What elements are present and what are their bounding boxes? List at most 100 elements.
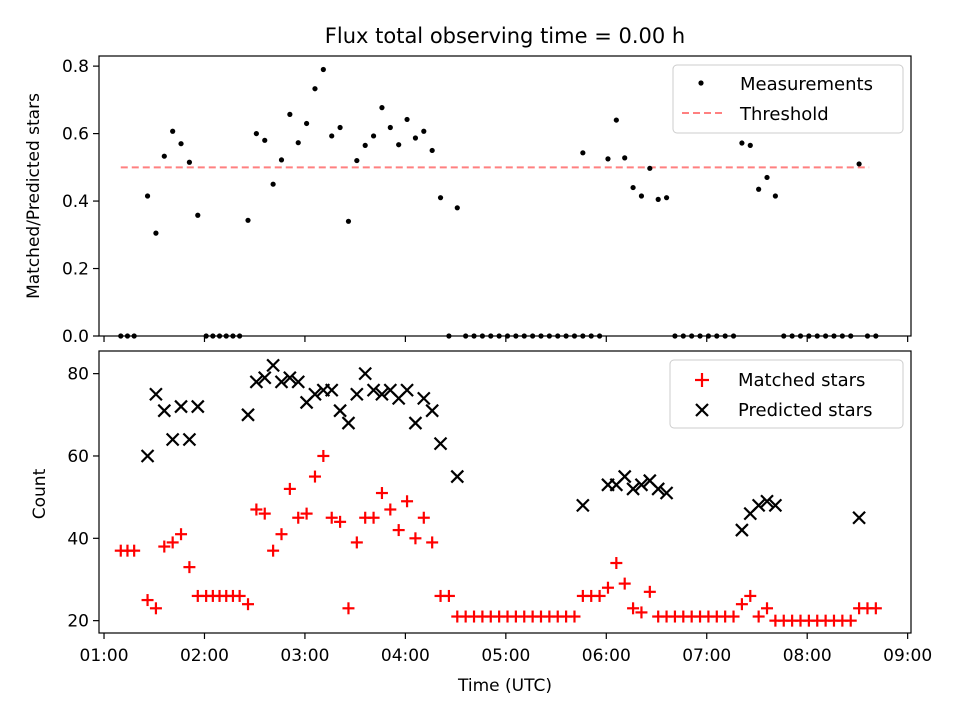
matched-star-point	[300, 507, 313, 520]
matched-star-point	[426, 536, 439, 549]
predicted-star-point	[324, 383, 339, 397]
top-ytick-label: 0.2	[62, 260, 89, 280]
bottom-plot-frame	[98, 350, 912, 634]
measurement-point	[638, 193, 645, 199]
matched-star-point	[761, 602, 774, 615]
legend-predicted-marker	[695, 403, 709, 417]
predicted-star-point	[408, 416, 423, 430]
top-ytick-label: 0.6	[62, 125, 89, 145]
measurement-point	[354, 157, 360, 164]
matched-star-point	[735, 598, 748, 611]
matched-star-point	[166, 536, 179, 549]
measurement-point	[370, 133, 377, 139]
measurement-point	[404, 116, 410, 123]
predicted-star-point	[291, 375, 306, 389]
measurement-point	[245, 217, 251, 223]
matched-star-point	[258, 507, 271, 520]
bottom-xtick-label: 09:00	[883, 646, 932, 666]
matched-star-point	[342, 602, 355, 615]
measurement-point	[772, 193, 778, 199]
legend-measurements-marker	[698, 80, 704, 86]
matched-star-point	[375, 487, 388, 500]
predicted-star-point	[308, 387, 322, 402]
predicted-star-point	[366, 383, 381, 397]
top-y-ticks: 0.0 0.2 0.4 0.6 0.8	[62, 57, 99, 347]
measurement-point	[647, 165, 653, 171]
predicted-star-point	[375, 387, 389, 402]
measurement-point	[412, 135, 419, 141]
matched-star-point	[593, 589, 606, 602]
measurement-point	[195, 212, 201, 218]
predicted-star-point	[191, 399, 205, 414]
matched-star-point	[325, 511, 338, 524]
matched-star-point	[744, 589, 757, 602]
measurement-point	[454, 205, 460, 211]
predicted-star-point	[651, 482, 665, 496]
measurement-point	[630, 184, 636, 191]
matched-star-point	[844, 614, 857, 627]
count-points	[114, 358, 882, 627]
matched-star-point	[283, 482, 296, 495]
matched-star-point	[250, 503, 263, 516]
predicted-star-point	[425, 403, 439, 418]
legend-matched-label: Matched stars	[738, 370, 865, 391]
matched-star-point	[242, 598, 255, 611]
predicted-star-point	[249, 375, 264, 389]
predicted-star-point	[341, 416, 356, 430]
predicted-star-point	[174, 399, 188, 414]
matched-star-point	[158, 540, 171, 553]
matched-star-point	[233, 589, 246, 602]
top-panel: Flux total observing time = 0.00 h Match…	[24, 24, 912, 347]
top-ytick-label: 0.8	[62, 57, 89, 77]
measurement-point	[253, 130, 259, 137]
predicted-star-point	[274, 375, 289, 389]
bottom-xlabel: Time (UTC)	[457, 676, 552, 696]
matched-star-point	[727, 610, 740, 623]
predicted-star-point	[768, 498, 783, 513]
predicted-star-point	[149, 387, 163, 402]
matched-star-point	[149, 602, 162, 615]
predicted-star-point	[634, 478, 649, 492]
matched-star-point	[401, 495, 414, 508]
predicted-star-point	[241, 408, 255, 422]
bottom-xtick-label: 06:00	[582, 646, 631, 666]
bottom-panel: Count Time (UTC) 20 40 60 80 01:00 02:00 03:0…	[30, 350, 932, 696]
matched-star-point	[627, 602, 640, 615]
measurement-point	[663, 195, 670, 201]
bottom-xtick-label: 07:00	[682, 646, 731, 666]
matched-star-point	[334, 515, 347, 528]
measurement-point	[278, 157, 285, 163]
matched-star-point	[869, 602, 882, 615]
predicted-star-point	[333, 403, 347, 418]
matched-star-point	[141, 594, 154, 607]
measurement-point	[170, 128, 176, 134]
matched-star-point	[635, 606, 648, 619]
predicted-star-point	[626, 482, 640, 496]
predicted-star-point	[760, 494, 774, 509]
measurement-point	[337, 124, 343, 131]
measurement-point	[605, 156, 611, 162]
legend-measurements-label: Measurements	[740, 74, 873, 95]
predicted-star-point	[283, 370, 297, 385]
bottom-xtick-label: 02:00	[180, 646, 229, 666]
top-ytick-label: 0.0	[62, 327, 89, 347]
measurement-point	[856, 161, 862, 167]
bottom-xtick-label: 04:00	[381, 646, 430, 666]
top-title: Flux total observing time = 0.00 h	[325, 24, 685, 48]
measurement-point	[345, 218, 352, 224]
predicted-star-point	[751, 498, 766, 513]
bottom-xtick-label: 05:00	[481, 646, 530, 666]
measurement-point	[622, 155, 628, 161]
measurement-point	[379, 105, 385, 111]
bottom-xtick-label: 01:00	[80, 646, 129, 666]
predicted-star-point	[358, 366, 372, 381]
predicted-star-point	[735, 523, 749, 537]
predicted-star-point	[266, 358, 280, 373]
predicted-star-point	[140, 449, 155, 463]
measurement-point	[262, 137, 268, 143]
measurement-point	[580, 150, 586, 156]
bottom-xtick-label: 08:00	[783, 646, 832, 666]
bottom-ytick-label: 40	[67, 529, 89, 549]
legend-matched-marker	[695, 373, 709, 387]
